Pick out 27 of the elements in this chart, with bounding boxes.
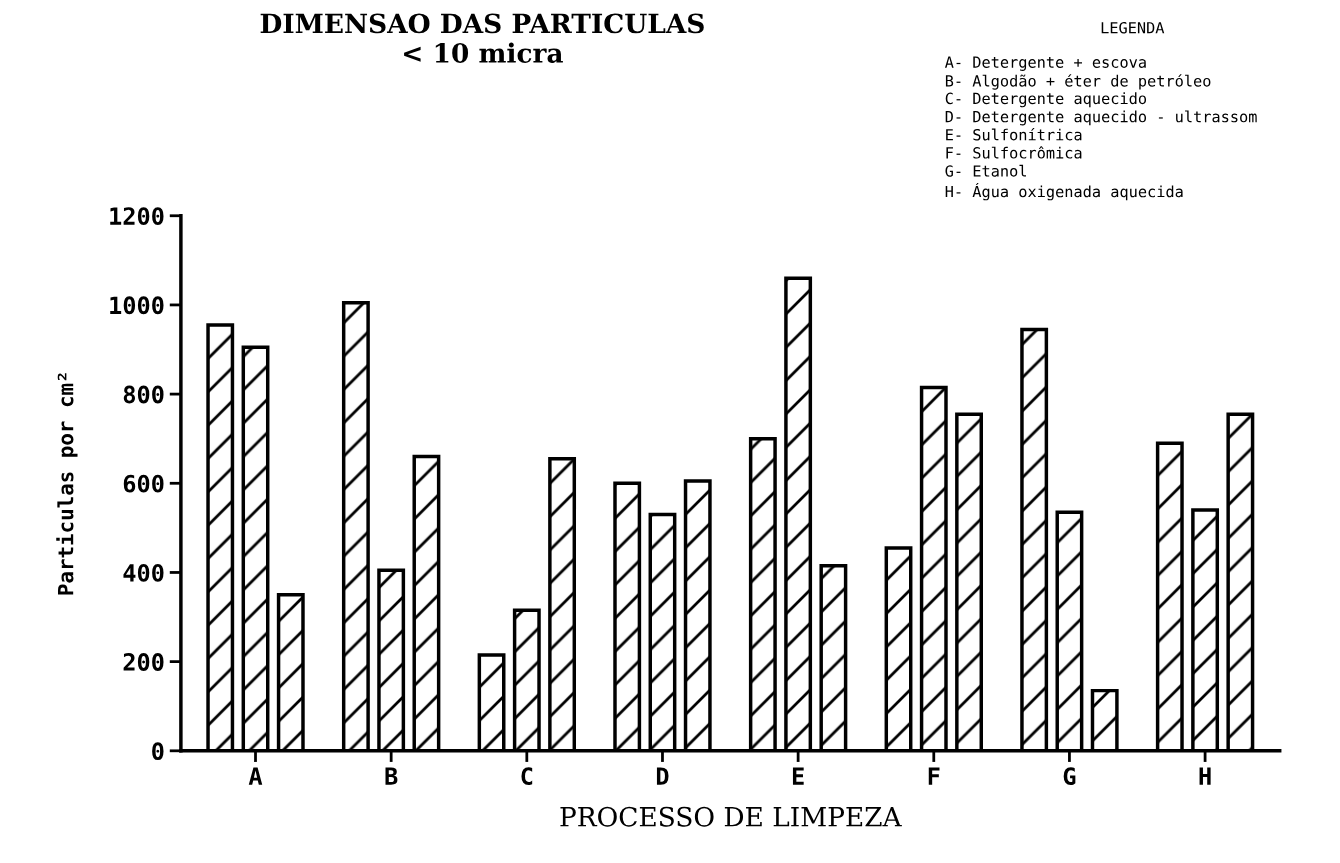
y-tick-label: 800	[123, 385, 164, 404]
x-tick-label: B	[385, 767, 398, 785]
x-axis-title: PROCESSO DE LIMPEZA	[560, 806, 902, 827]
chart-title: DIMENSAO DAS PARTICULAS < 10 micra	[260, 13, 704, 63]
x-tick-label: H	[1199, 767, 1211, 785]
text: H- Água oxigenada aquecida	[945, 182, 1183, 201]
x-tick-label: C	[521, 767, 533, 786]
text: G- Etanol	[945, 164, 1026, 177]
text: F- Sulfocrômica	[946, 146, 1082, 159]
y-tick-label: 0	[152, 742, 164, 761]
x-tick-label: F	[928, 767, 940, 785]
text: E- Sulfonítrica	[946, 128, 1082, 141]
text: B- Algodão + éter de petróleo	[945, 74, 1211, 90]
y-tick-label: 200	[123, 653, 164, 671]
x-tick-label: G	[1063, 767, 1076, 786]
text: C- Detergente aquecido	[945, 92, 1147, 108]
x-tick-label: D	[656, 767, 669, 785]
y-axis-title: Particulas por cm²	[56, 373, 78, 595]
text: D- Detergente aquecido - ultrassom	[945, 110, 1257, 126]
x-tick-label: A	[248, 767, 263, 785]
y-tick-label: 400	[123, 563, 164, 582]
x-tick-label: E	[792, 767, 804, 785]
y-tick-label: 1000	[110, 296, 164, 315]
y-tick-label: 1200	[110, 207, 164, 226]
y-tick-label: 600	[123, 474, 164, 493]
text: A- Detergente + escova	[944, 56, 1146, 71]
text: LEGENDA	[1101, 21, 1165, 34]
